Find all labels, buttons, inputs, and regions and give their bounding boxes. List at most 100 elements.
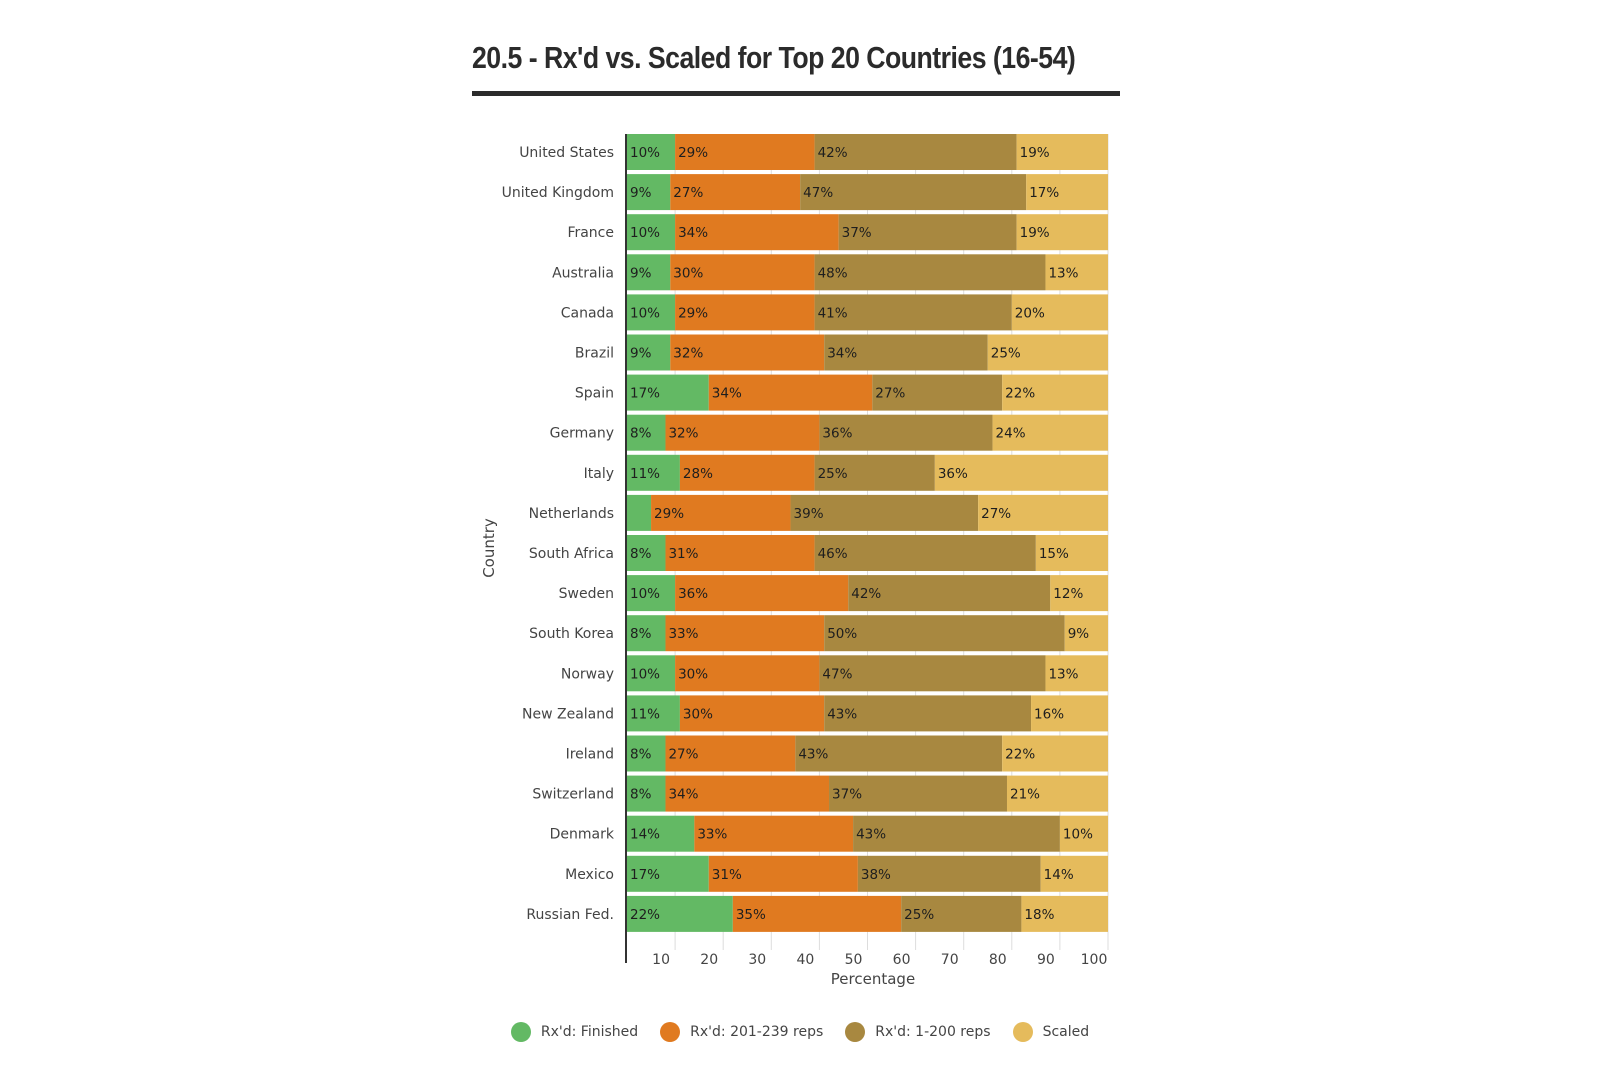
legend: Rx'd: Finished Rx'd: 201-239 reps Rx'd: 1-… [0, 1022, 1600, 1042]
bar-segment [1050, 575, 1108, 612]
bar-segment [708, 855, 858, 892]
data-label: 17% [630, 867, 660, 883]
data-label: 22% [630, 907, 660, 923]
bar-segment [627, 815, 695, 852]
data-label: 9% [630, 346, 652, 362]
bar-segment [679, 454, 815, 491]
bar-segment [987, 334, 1108, 371]
bar-segment [1002, 735, 1108, 772]
data-label: 10% [630, 666, 660, 682]
data-label: 33% [697, 827, 727, 843]
bar-segment [814, 535, 1036, 571]
bar-segment [824, 695, 1032, 732]
bar-segment [819, 414, 993, 451]
bar-segment [814, 254, 1046, 291]
data-label: 19% [1020, 145, 1050, 161]
data-label: 28% [683, 466, 713, 482]
data-label: 38% [861, 867, 891, 883]
bar-segment [1026, 174, 1108, 211]
data-label: 36% [822, 426, 852, 442]
data-label: 36% [678, 586, 708, 602]
bar-segment [627, 134, 676, 170]
title-underline [472, 91, 1120, 96]
data-label: 34% [827, 346, 857, 362]
bar-segment [824, 615, 1065, 652]
data-label: 8% [630, 546, 652, 562]
bar-segment [665, 615, 825, 652]
data-label: 16% [1034, 706, 1064, 722]
category-label: United States [519, 145, 614, 161]
data-label: 9% [630, 265, 652, 281]
bars [627, 134, 1108, 932]
bar-segment [627, 855, 709, 892]
bar-segment [1045, 254, 1108, 291]
data-label: 9% [1068, 626, 1090, 642]
data-label: 29% [678, 145, 708, 161]
x-tick-labels: 10 20 30 40 50 60 70 80 90 100 [652, 952, 1107, 968]
data-label: 19% [1020, 225, 1050, 241]
data-label: 25% [904, 907, 934, 923]
legend-swatch [1012, 1022, 1033, 1042]
bar-segment [627, 615, 666, 652]
x-tick-label: 60 [893, 952, 911, 968]
x-tick-label: 100 [1081, 952, 1108, 968]
bar-segment [819, 655, 1046, 692]
bar-segment [838, 214, 1017, 251]
bar-segment [848, 575, 1051, 612]
bar-segment [665, 775, 830, 812]
data-label: 22% [1005, 747, 1035, 763]
legend-item: Rx'd: 1-200 reps [845, 1022, 991, 1042]
bar-segment [675, 214, 839, 251]
bar-segment [627, 374, 709, 411]
bar-segment [627, 334, 671, 371]
x-tick-label: 80 [989, 952, 1007, 968]
bar-segment [627, 575, 676, 612]
data-label: 42% [851, 586, 881, 602]
bar-segment [665, 414, 820, 451]
bar-segment [992, 414, 1108, 451]
category-label: Russian Fed. [526, 907, 614, 923]
data-label: 10% [630, 225, 660, 241]
data-label: 31% [668, 546, 698, 562]
data-label: 27% [875, 386, 905, 402]
bar-segment [1045, 655, 1108, 692]
bar-segment [627, 895, 733, 932]
data-label: 8% [630, 626, 652, 642]
category-label: France [567, 225, 614, 241]
data-label: 8% [630, 747, 652, 763]
data-label: 36% [938, 466, 968, 482]
bar-segment [627, 535, 666, 571]
data-label: 17% [630, 386, 660, 402]
data-label: 13% [1048, 265, 1078, 281]
data-label: 24% [996, 426, 1026, 442]
bar-segment [665, 735, 796, 772]
data-label: 18% [1024, 907, 1054, 923]
x-tick-label: 50 [845, 952, 863, 968]
bar-segment [1059, 815, 1108, 852]
category-label: United Kingdom [502, 185, 614, 201]
bar-segment [1016, 214, 1108, 251]
bar-segment [732, 895, 902, 932]
legend-label: Rx'd: Finished [540, 1024, 639, 1040]
bar-segment [1006, 775, 1108, 812]
bar-segment [679, 695, 825, 732]
x-tick-label: 10 [652, 952, 670, 968]
bar-segment [675, 575, 849, 612]
data-label: 10% [630, 145, 660, 161]
category-label: Ireland [566, 747, 614, 763]
legend-swatch [660, 1022, 681, 1042]
data-label: 17% [1029, 185, 1059, 201]
data-label: 48% [818, 265, 848, 281]
bar-segment [651, 494, 791, 531]
data-label: 30% [673, 265, 703, 281]
legend-label: Rx'd: 1-200 reps [875, 1024, 991, 1040]
data-label: 32% [668, 426, 698, 442]
data-label: 10% [630, 586, 660, 602]
data-label: 27% [981, 506, 1011, 522]
data-label: 8% [630, 426, 652, 442]
category-labels: United States United Kingdom France Austral… [502, 145, 615, 923]
data-label: 12% [1053, 586, 1083, 602]
bar-segment [978, 494, 1108, 531]
bar-segment [1040, 855, 1108, 892]
